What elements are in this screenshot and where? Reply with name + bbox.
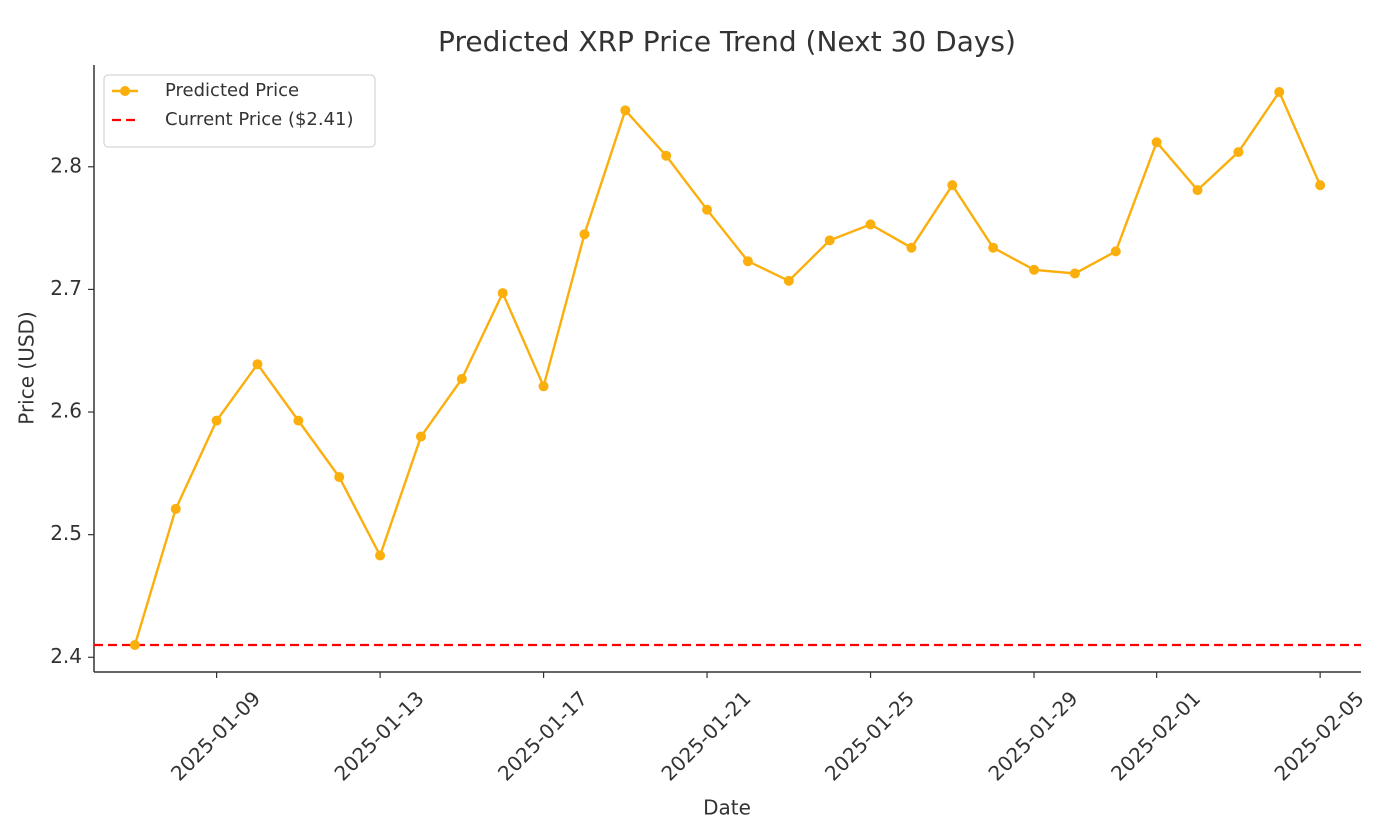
x-tick-label: 2025-01-17 [493,686,592,785]
data-point [1151,137,1162,148]
data-point [252,359,263,370]
data-point [375,550,386,561]
data-point [1029,264,1040,275]
data-point [1192,185,1203,196]
legend-swatch-marker [120,86,130,96]
data-point [538,381,549,392]
data-point [906,242,917,253]
x-tick-label: 2025-02-01 [1106,686,1205,785]
data-point [170,503,181,514]
y-tick-label: 2.6 [50,399,82,423]
data-point [579,229,590,240]
data-point [415,431,426,442]
legend-label: Predicted Price [165,80,299,101]
x-tick-label: 2025-01-09 [166,686,265,785]
chart-title: Predicted XRP Price Trend (Next 30 Days) [438,25,1016,58]
series-line [133,89,1322,646]
x-axis-label: Date [703,796,751,820]
data-point [947,180,958,191]
y-tick-label: 2.7 [50,276,82,300]
data-point [334,472,345,483]
legend-label: Current Price ($2.41) [165,109,354,130]
data-point [742,256,753,267]
data-point [988,242,999,253]
data-point [497,288,508,299]
data-point [456,373,467,384]
data-point [211,415,222,426]
data-point [824,235,835,246]
x-tick-label: 2025-01-13 [329,686,428,785]
data-point [1110,246,1121,257]
data-point [661,150,672,161]
x-tick-label: 2025-01-25 [820,686,919,785]
data-point [620,105,631,116]
data-point [783,275,794,286]
x-tick-label: 2025-02-05 [1269,686,1368,785]
data-point [1069,268,1080,279]
data-point [1274,86,1285,97]
data-point [1233,147,1244,158]
x-tick-label: 2025-01-29 [983,686,1082,785]
y-tick-label: 2.4 [50,644,82,668]
x-tick-label: 2025-01-21 [656,686,755,785]
y-axis-label: Price (USD) [15,311,39,425]
legend-box [103,74,376,148]
y-tick-label: 2.5 [50,521,82,545]
data-point [293,415,304,426]
y-tick-label: 2.8 [50,153,82,177]
data-point [865,219,876,230]
data-point [1315,180,1326,191]
data-point [702,204,713,215]
data-point [129,640,140,651]
